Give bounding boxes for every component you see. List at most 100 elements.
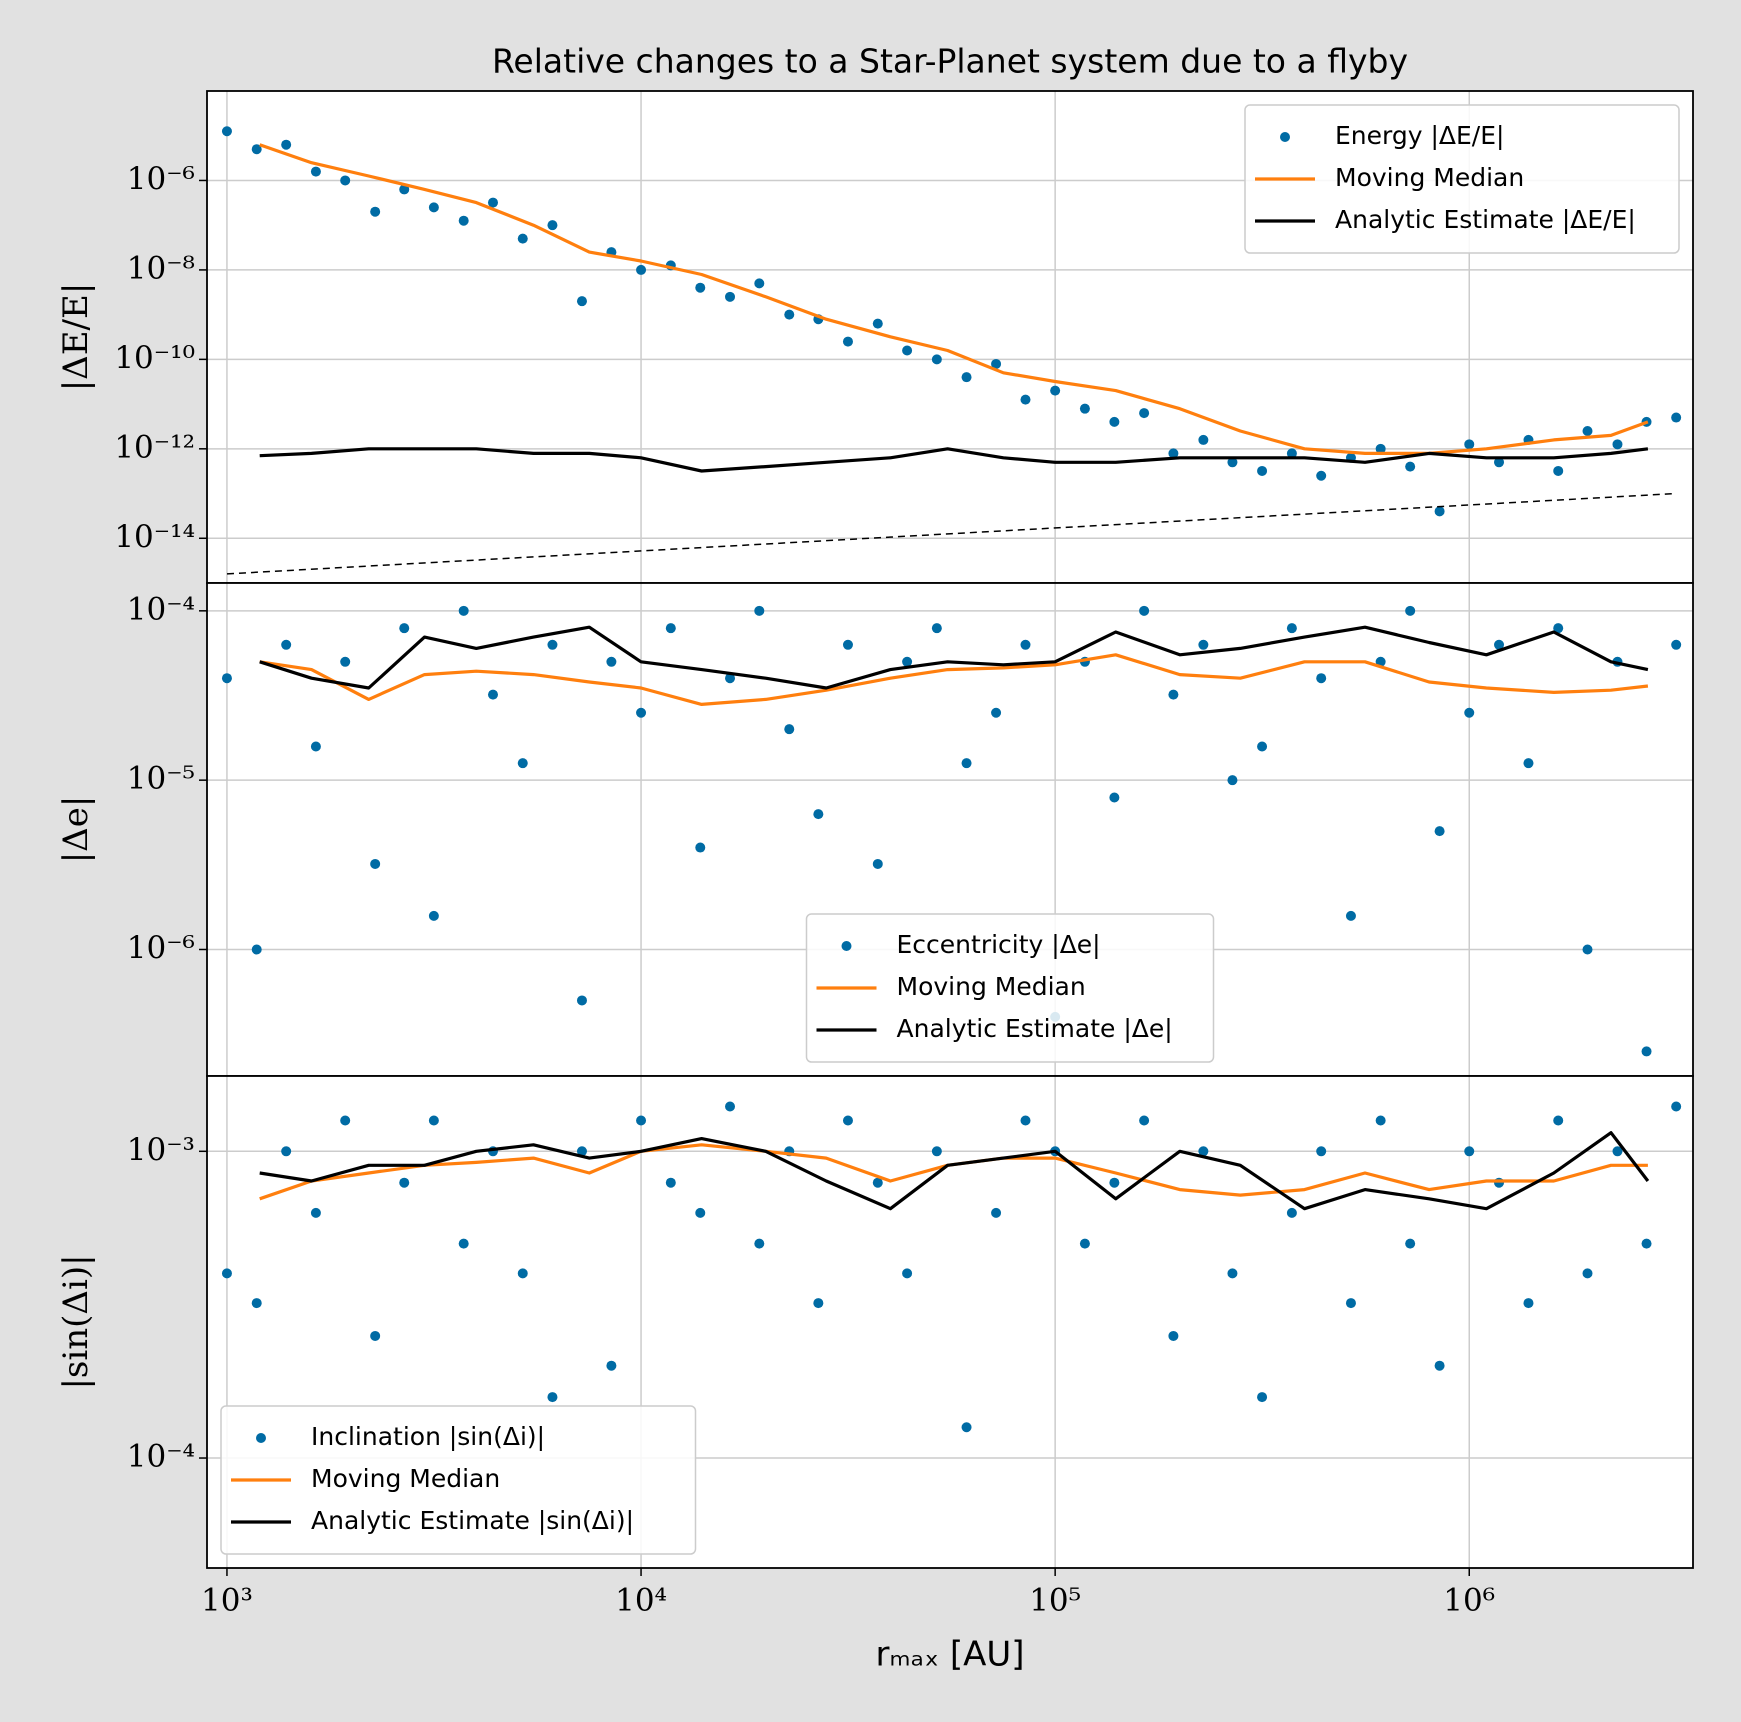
data-point (1079, 403, 1090, 414)
data-point (636, 1115, 647, 1126)
data-point (1582, 1268, 1593, 1279)
data-point (1316, 673, 1327, 684)
data-point (1612, 1146, 1623, 1157)
y-tick-label: 10⁻¹² (114, 429, 195, 465)
data-point (636, 264, 647, 275)
data-point (1375, 1115, 1386, 1126)
data-point (1405, 1238, 1416, 1249)
data-point (458, 605, 469, 616)
legend-marker (1280, 132, 1290, 142)
data-point (1582, 426, 1593, 437)
data-point (961, 1422, 972, 1433)
data-point (340, 175, 351, 186)
series-line (259, 447, 1649, 473)
legend-label: Analytic Estimate |Δe| (897, 1014, 1173, 1043)
data-point (1582, 944, 1593, 955)
data-point (281, 639, 292, 650)
y-tick-label: 10⁻⁵ (127, 761, 195, 797)
legend-box (1244, 104, 1680, 254)
data-point (1553, 1115, 1564, 1126)
data-point (725, 291, 736, 302)
y-axis-label: |ΔE/E| (56, 283, 96, 392)
data-point (1198, 1146, 1209, 1157)
data-point (1168, 1330, 1179, 1341)
x-tick-label: 10⁵ (1029, 1583, 1081, 1619)
data-point (310, 741, 321, 752)
data-point (872, 858, 883, 869)
chart-title: Relative changes to a Star-Planet system… (492, 42, 1408, 81)
data-point (1464, 707, 1475, 718)
data-point (1109, 792, 1120, 803)
data-point (428, 202, 439, 213)
legend-label: Moving Median (1335, 163, 1524, 192)
data-point (961, 758, 972, 769)
data-point (576, 995, 587, 1006)
data-point (1050, 385, 1061, 396)
legend-box (220, 1405, 697, 1555)
legend-box (805, 913, 1215, 1063)
data-point (1227, 1268, 1238, 1279)
data-point (1494, 639, 1505, 650)
data-point (1198, 639, 1209, 650)
data-point (842, 1115, 853, 1126)
data-point (1494, 457, 1505, 468)
data-point (399, 623, 410, 634)
data-point (370, 858, 381, 869)
data-point (665, 1177, 676, 1188)
data-point (1286, 623, 1297, 634)
data-point (1286, 1207, 1297, 1218)
data-point (428, 910, 439, 921)
data-point (1434, 826, 1445, 837)
y-axis-label: |sin(Δi)| (56, 1254, 96, 1389)
data-point (487, 689, 498, 700)
data-point (754, 1238, 765, 1249)
data-point (754, 605, 765, 616)
x-axis-label: rₘₐₓ [AU] (875, 1635, 1024, 1675)
plot-layer (207, 91, 1693, 583)
data-point (1227, 775, 1238, 786)
data-point (370, 206, 381, 217)
y-tick-label: 10⁻¹⁴ (114, 519, 195, 555)
legend-label: Moving Median (897, 972, 1086, 1001)
data-point (221, 673, 232, 684)
y-tick-label: 10⁻³ (127, 1132, 195, 1168)
data-point (310, 166, 321, 177)
legend-label: Analytic Estimate |ΔE/E| (1335, 205, 1636, 234)
y-tick-label: 10⁻⁴ (127, 1439, 195, 1475)
data-point (1257, 1392, 1268, 1403)
data-point (428, 1115, 439, 1126)
data-point (1109, 1177, 1120, 1188)
y-tick-label: 10⁻⁴ (127, 591, 195, 627)
data-point (1020, 1115, 1031, 1126)
data-point (842, 639, 853, 650)
data-point (1345, 910, 1356, 921)
data-point (576, 296, 587, 307)
data-point (251, 144, 262, 155)
data-point (991, 707, 1002, 718)
data-point (725, 1101, 736, 1112)
data-point (310, 1207, 321, 1218)
data-point (547, 220, 558, 231)
data-point (251, 1298, 262, 1309)
data-point (784, 309, 795, 320)
data-point (1020, 394, 1031, 405)
data-point (931, 623, 942, 634)
data-point (517, 233, 528, 244)
axes-frame (206, 1075, 1694, 1569)
series-line (259, 625, 1649, 690)
data-point (1464, 1146, 1475, 1157)
series-line (259, 1131, 1650, 1211)
legend-marker (841, 941, 852, 951)
data-point (1020, 639, 1031, 650)
data-point (1405, 461, 1416, 472)
data-point (458, 1238, 469, 1249)
series-line (259, 653, 1649, 706)
data-point (1641, 1046, 1652, 1057)
data-point (606, 1360, 617, 1371)
data-point (1168, 448, 1179, 459)
data-point (340, 1115, 351, 1126)
data-point (754, 278, 765, 289)
data-point (1316, 1146, 1327, 1157)
data-point (961, 372, 972, 383)
data-point (1286, 448, 1297, 459)
